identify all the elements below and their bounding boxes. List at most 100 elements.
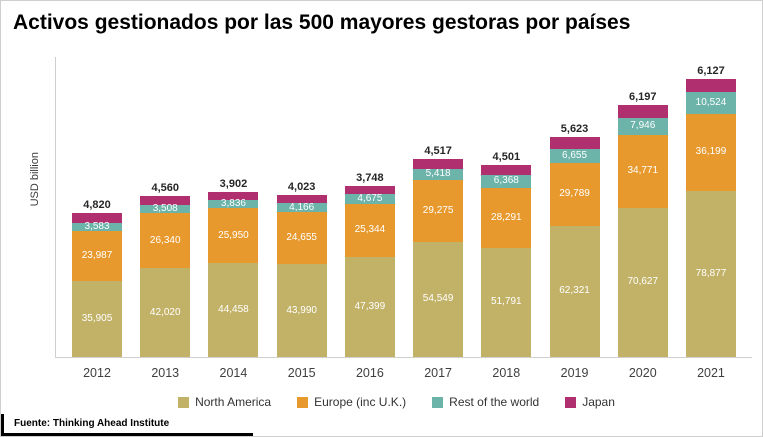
- segment-value-label: 34,771: [627, 165, 659, 177]
- bar-segment-europe: 24,655: [276, 212, 327, 265]
- legend-item-japan: Japan: [565, 395, 615, 409]
- bar-segment-europe: 34,771: [617, 134, 668, 208]
- bar-segment-japan: [685, 79, 736, 92]
- bar-segment-rest-of-world: 3,583: [72, 221, 122, 231]
- segment-value-label: 6,368: [493, 175, 519, 187]
- x-axis-label-2019: 2019: [560, 366, 589, 380]
- bar-segment-japan: [208, 192, 259, 201]
- segment-value-label: 24,655: [286, 232, 317, 244]
- japan-value-label: 5,623: [560, 122, 589, 135]
- bar-group-2012: 4,820 3,583 23,987 35,905 2012: [72, 198, 122, 380]
- bar-segment-north-america: 70,627: [617, 207, 668, 357]
- segment-value-label: 29,789: [559, 188, 590, 200]
- japan-value-label: 4,023: [287, 180, 316, 193]
- japan-value-label: 4,820: [83, 198, 111, 211]
- legend-label: Japan: [582, 395, 615, 409]
- legend-label: Europe (inc U.K.): [314, 395, 407, 409]
- x-axis-label-2018: 2018: [492, 366, 521, 380]
- bar-stack: 7,946 34,771 70,627: [617, 104, 668, 357]
- japan-value-label: 3,902: [219, 178, 248, 191]
- bar-segment-japan: [344, 185, 395, 194]
- bar-segment-rest-of-world: 4,166: [276, 201, 327, 213]
- bar-segment-japan: [140, 195, 191, 206]
- segment-value-label: 3,508: [152, 203, 178, 215]
- x-axis-label-2015: 2015: [287, 366, 316, 380]
- bar-stack: 4,166 24,655 43,990: [276, 194, 327, 357]
- legend-item-europe: Europe (inc U.K.): [297, 395, 406, 409]
- bar-segment-rest-of-world: 6,655: [549, 148, 600, 163]
- segment-value-label: 54,549: [422, 293, 454, 305]
- bar-group-2015: 4,023 4,166 24,655 43,990 2015: [276, 180, 327, 380]
- segment-value-label: 25,950: [218, 229, 249, 241]
- bar-group-2019: 5,623 6,655 29,789 62,321 2019: [549, 122, 600, 380]
- bar-group-2016: 3,748 4,675 25,344 47,399 2016: [344, 172, 395, 380]
- bar-segment-europe: 28,291: [481, 188, 532, 248]
- bar-segment-rest-of-world: 3,508: [140, 203, 191, 215]
- bar-stack: 4,675 25,344 47,399: [344, 185, 395, 357]
- x-axis-label-2013: 2013: [151, 366, 180, 380]
- segment-value-label: 28,291: [491, 211, 522, 223]
- legend-item-rest-of-world: Rest of the world: [432, 395, 539, 409]
- bar-segment-rest-of-world: 10,524: [685, 91, 736, 115]
- bar-segment-europe: 29,789: [549, 162, 600, 226]
- legend-swatch: [565, 396, 577, 408]
- japan-value-label: 4,560: [151, 181, 179, 194]
- bar-segment-north-america: 78,877: [685, 190, 736, 357]
- bar-segment-north-america: 62,321: [549, 225, 600, 357]
- japan-value-label: 6,197: [628, 90, 657, 103]
- legend-swatch: [297, 396, 309, 408]
- bar-stack: 3,583 23,987 35,905: [72, 212, 122, 357]
- legend-swatch: [432, 396, 444, 408]
- bar-segment-japan: [413, 159, 464, 169]
- bar-segment-north-america: 42,020: [140, 268, 191, 357]
- bar-group-2020: 6,197 7,946 34,771 70,627 2020: [617, 90, 668, 380]
- x-axis-label-2021: 2021: [697, 366, 725, 380]
- bar-segment-europe: 25,344: [344, 203, 395, 257]
- bar-group-2014: 3,902 3,836 25,950 44,458 2014: [208, 178, 259, 380]
- japan-value-label: 6,127: [697, 65, 725, 78]
- segment-value-label: 23,987: [81, 249, 113, 261]
- bar-segment-north-america: 54,549: [413, 241, 464, 357]
- bar-segment-japan: [549, 136, 600, 149]
- bar-segment-japan: [617, 104, 668, 118]
- bar-segment-japan: [276, 194, 327, 204]
- bar-segment-rest-of-world: 5,418: [413, 168, 464, 181]
- bar-segment-europe: 26,340: [140, 212, 191, 269]
- chart-area: USD billion 4,820 3,583 23,987 35,905 2012 4,…: [29, 57, 752, 387]
- segment-value-label: 4,166: [289, 201, 315, 213]
- bar-segment-europe: 29,275: [413, 180, 464, 242]
- legend-label: Rest of the world: [449, 395, 540, 409]
- bar-group-2018: 4,501 6,368 28,291 51,791 2018: [481, 151, 532, 380]
- segment-value-label: 6,655: [562, 149, 588, 161]
- x-axis-label-2017: 2017: [424, 366, 452, 380]
- bar-stack: 3,836 25,950 44,458: [208, 192, 259, 357]
- japan-value-label: 4,501: [492, 151, 521, 164]
- bar-segment-rest-of-world: 4,675: [344, 193, 395, 204]
- segment-value-label: 5,418: [425, 168, 451, 180]
- japan-value-label: 4,517: [424, 145, 452, 158]
- x-axis-label-2012: 2012: [83, 366, 111, 380]
- segment-value-label: 10,524: [695, 97, 727, 109]
- segment-value-label: 70,627: [627, 276, 659, 288]
- source-text: Fuente: Thinking Ahead Institute: [14, 418, 170, 429]
- bar-segment-north-america: 44,458: [208, 263, 259, 357]
- segment-value-label: 25,344: [354, 224, 386, 236]
- bar-segment-rest-of-world: 7,946: [617, 117, 668, 135]
- legend-label: North America: [195, 395, 272, 409]
- segment-value-label: 44,458: [218, 304, 249, 316]
- bar-stack: 5,418 29,275 54,549: [413, 159, 464, 357]
- segment-value-label: 29,275: [422, 205, 454, 216]
- segment-value-label: 78,877: [695, 267, 727, 279]
- bar-group-2013: 4,560 3,508 26,340 42,020 2013: [140, 181, 191, 380]
- bar-segment-rest-of-world: 3,836: [208, 199, 259, 209]
- bar-segment-europe: 23,987: [72, 230, 122, 282]
- bar-segment-japan: [481, 165, 532, 175]
- bar-stack: 3,508 26,340 42,020: [140, 195, 191, 357]
- bar-stack: 6,655 29,789 62,321: [549, 136, 600, 357]
- bar-segment-north-america: 35,905: [72, 281, 122, 357]
- source-box: Fuente: Thinking Ahead Institute: [1, 414, 253, 436]
- x-axis-label-2014: 2014: [219, 366, 248, 380]
- plot-area: 4,820 3,583 23,987 35,905 2012 4,560 3,508 26,3…: [55, 57, 752, 380]
- x-axis-label-2020: 2020: [628, 366, 657, 380]
